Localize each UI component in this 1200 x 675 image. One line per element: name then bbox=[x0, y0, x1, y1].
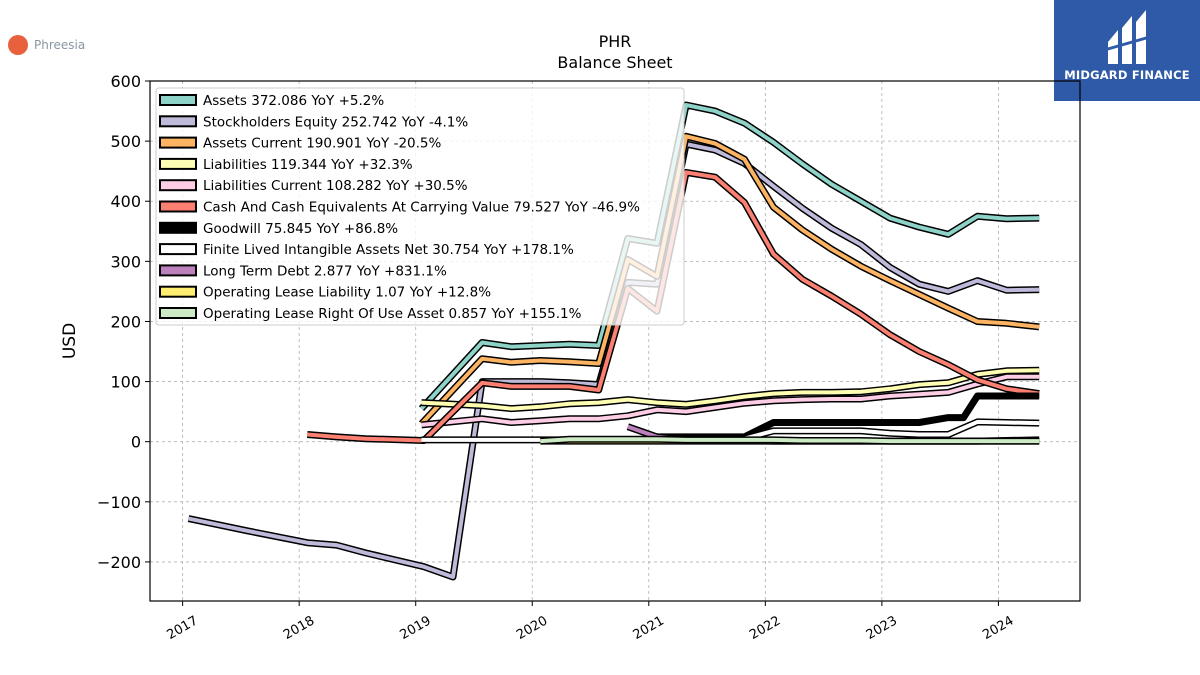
legend-label-2: Assets Current 190.901 YoY -20.5% bbox=[203, 136, 442, 152]
legend-swatch-10 bbox=[159, 307, 197, 319]
series-line-5 bbox=[307, 170, 1040, 443]
legend-label-7: Finite Lived Intangible Assets Net 30.75… bbox=[203, 242, 574, 258]
y-tick-label: 0 bbox=[131, 433, 141, 452]
legend-swatch-8 bbox=[159, 264, 197, 277]
legend-swatch-6 bbox=[159, 221, 197, 234]
phreesia-logo-icon bbox=[8, 35, 28, 55]
series-line-10 bbox=[540, 437, 1040, 444]
x-tick-label: 2021 bbox=[631, 613, 667, 643]
midgard-logo-text: MIDGARD FINANCE bbox=[1064, 68, 1190, 82]
y-axis-label: USD bbox=[60, 323, 80, 359]
y-tick-label: 300 bbox=[110, 252, 141, 271]
y-tick-label: 500 bbox=[110, 132, 141, 151]
legend-swatch-4 bbox=[159, 179, 197, 192]
phreesia-logo: Phreesia bbox=[8, 35, 85, 55]
legend-swatch-1 bbox=[159, 115, 197, 128]
chart-title: PHR bbox=[599, 32, 632, 51]
legend-label-3: Liabilities 119.344 YoY +32.3% bbox=[203, 157, 413, 173]
series-line-3 bbox=[421, 368, 1040, 411]
x-tick-label: 2019 bbox=[398, 613, 434, 643]
legend-swatch-2 bbox=[159, 136, 197, 149]
legend-swatch-7 bbox=[159, 243, 197, 256]
y-axis: −200 −100 0 100 200 300 400 500 600 bbox=[97, 72, 150, 572]
y-tick-label: 200 bbox=[110, 312, 141, 331]
legend-swatch-5 bbox=[159, 200, 197, 213]
x-tick-label: 2018 bbox=[281, 613, 317, 643]
y-tick-label: 100 bbox=[110, 373, 141, 392]
x-tick-label: 2023 bbox=[864, 613, 900, 643]
series-line-4 bbox=[421, 374, 1040, 427]
series-line-0 bbox=[420, 103, 1040, 410]
chart-subtitle: Balance Sheet bbox=[557, 53, 672, 72]
legend-swatch-0 bbox=[159, 94, 197, 106]
y-tick-label: 600 bbox=[110, 72, 141, 91]
legend-label-1: Stockholders Equity 252.742 YoY -4.1% bbox=[203, 114, 468, 130]
legend-box bbox=[155, 87, 685, 326]
y-tick-label: −100 bbox=[97, 493, 141, 512]
legend-label-8: Long Term Debt 2.877 YoY +831.1% bbox=[203, 263, 447, 279]
legend-label-5: Cash And Cash Equivalents At Carrying Va… bbox=[203, 200, 640, 216]
legend-label-4: Liabilities Current 108.282 YoY +30.5% bbox=[203, 178, 468, 194]
y-tick-label: −200 bbox=[97, 553, 141, 572]
legend-label-9: Operating Lease Liability 1.07 YoY +12.8… bbox=[203, 285, 491, 301]
legend-label-6: Goodwill 75.845 YoY +86.8% bbox=[203, 221, 398, 237]
phreesia-logo-text: Phreesia bbox=[34, 38, 86, 52]
series-line-2 bbox=[420, 134, 1040, 426]
x-tick-label: 2024 bbox=[980, 613, 1016, 643]
x-tick-label: 2017 bbox=[164, 613, 200, 643]
legend-label-10: Operating Lease Right Of Use Asset 0.857… bbox=[203, 306, 582, 322]
x-tick-label: 2022 bbox=[747, 613, 783, 643]
y-tick-label: 400 bbox=[110, 192, 141, 211]
legend-swatch-3 bbox=[159, 157, 197, 170]
plot-frame bbox=[149, 80, 1081, 602]
midgard-finance-logo: MIDGARD FINANCE bbox=[1054, 0, 1200, 101]
x-tick-label: 2020 bbox=[514, 613, 550, 643]
legend-swatch-9 bbox=[159, 285, 197, 298]
legend: Assets 372.086 YoY +5.2% Stockholders Equ… bbox=[155, 87, 685, 326]
x-axis: 2017 2018 2019 2020 2021 2022 2023 2024 bbox=[164, 601, 1016, 643]
midgard-logo-icon bbox=[1106, 10, 1148, 64]
legend-label-0: Assets 372.086 YoY +5.2% bbox=[203, 93, 384, 109]
